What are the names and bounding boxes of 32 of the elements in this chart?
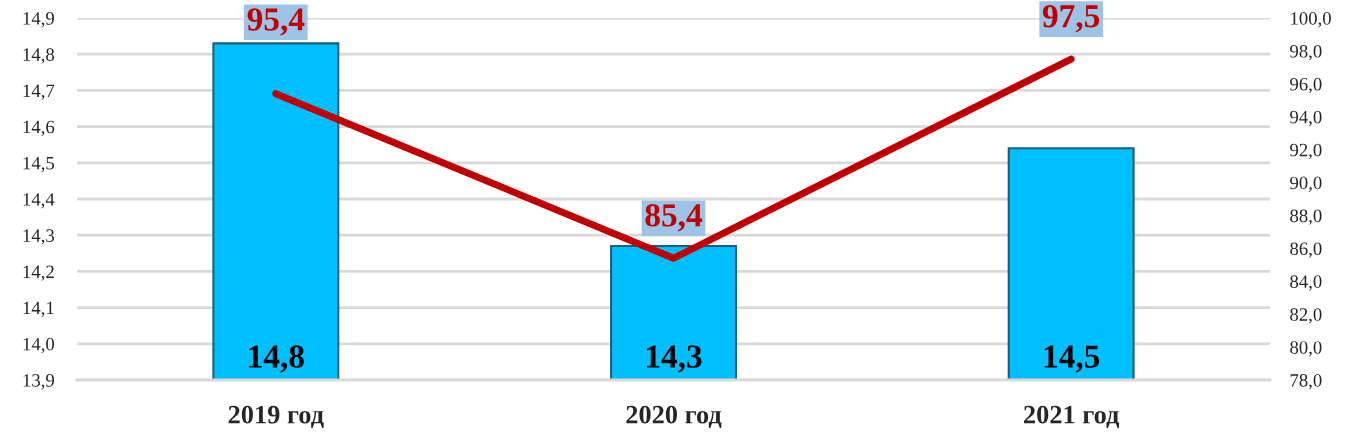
y-tick-label: 14,6 (23, 120, 55, 136)
y-tick-label: 14,0 (23, 337, 55, 354)
y-tick-label: 14,5 (23, 156, 55, 173)
y2-tick-label: 78,0 (1290, 374, 1322, 390)
y-tick-label: 14,2 (23, 265, 54, 281)
y2-tick-label: 90,0 (1290, 176, 1322, 192)
y-tick-label: 14,4 (23, 193, 55, 209)
y2-tick-label: 88,0 (1290, 209, 1322, 225)
y-tick-label: 14,1 (23, 301, 54, 317)
y2-tick-label: 84,0 (1290, 275, 1322, 291)
x-tick-label: 2021 год (1024, 405, 1120, 428)
data-label: 14,5 (1044, 345, 1100, 373)
x-tick-label: 2020 год (626, 405, 722, 428)
y-tick-label: 14,3 (23, 229, 55, 245)
y2-tick-label: 92,0 (1290, 143, 1322, 160)
y-tick-label: 14,8 (23, 48, 55, 64)
data-label: 14,3 (647, 345, 702, 373)
data-label: 85,4 (645, 204, 703, 232)
y2-tick-label: 86,0 (1290, 242, 1322, 258)
data-label: 95,4 (247, 8, 305, 36)
y2-tick-label: 98,0 (1290, 44, 1322, 61)
y-tick-label: 13,9 (23, 374, 55, 390)
x-tick-label: 2019 год (228, 405, 324, 428)
data-label: 97,5 (1042, 5, 1100, 33)
y2-tick-label: 82,0 (1290, 308, 1322, 324)
y2-tick-label: 100,0 (1291, 12, 1331, 28)
y2-tick-label: 80,0 (1290, 341, 1322, 357)
y2-tick-label: 96,0 (1290, 77, 1322, 94)
y-tick-label: 14,9 (23, 12, 55, 28)
y-tick-label: 14,7 (23, 84, 55, 100)
y2-tick-label: 94,0 (1290, 110, 1322, 127)
data-label: 14,8 (249, 345, 304, 373)
